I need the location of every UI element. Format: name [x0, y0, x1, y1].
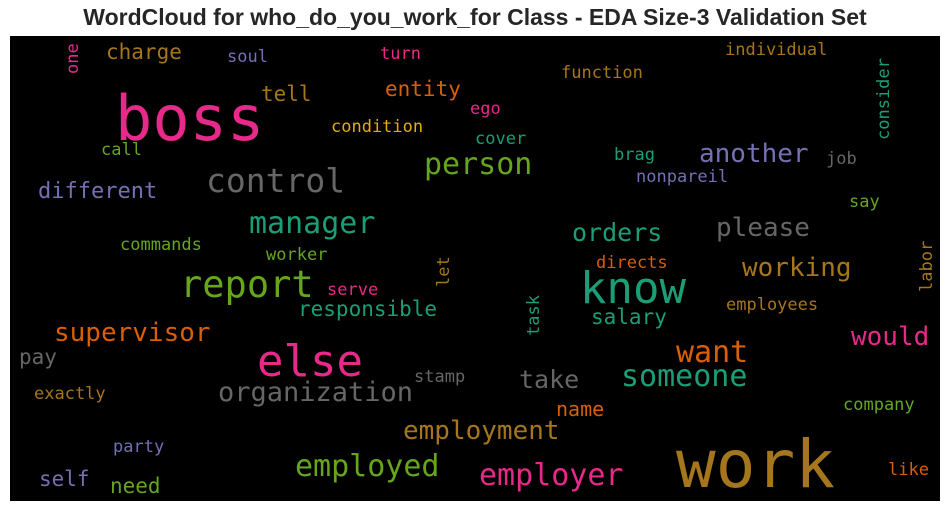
word-call: call — [101, 140, 142, 160]
word-condition: condition — [331, 117, 423, 137]
word-stamp: stamp — [414, 367, 465, 387]
word-boss: boss — [115, 82, 264, 155]
word-please: please — [716, 213, 810, 243]
word-tell: tell — [261, 82, 312, 106]
word-directs: directs — [596, 253, 668, 273]
word-serve: serve — [327, 280, 378, 300]
word-party: party — [113, 437, 164, 457]
word-labor: labor — [917, 241, 937, 292]
word-employment: employment — [403, 416, 560, 446]
word-working: working — [742, 253, 852, 283]
word-job: job — [826, 149, 857, 169]
word-company: company — [843, 395, 915, 415]
word-else: else — [257, 336, 363, 387]
word-salary: salary — [591, 305, 667, 329]
word-nonpareil: nonpareil — [636, 167, 728, 187]
word-exactly: exactly — [34, 384, 106, 404]
word-like: like — [888, 460, 929, 480]
word-employees: employees — [726, 295, 818, 315]
word-name: name — [556, 397, 604, 421]
word-responsible: responsible — [298, 297, 437, 321]
word-charge: charge — [106, 40, 182, 64]
word-control: control — [206, 161, 345, 200]
word-worker: worker — [266, 245, 327, 265]
word-individual: individual — [725, 40, 827, 60]
word-group: boss work else know report control manager pers… — [19, 40, 937, 503]
word-employed: employed — [295, 449, 440, 484]
word-another: another — [699, 139, 809, 169]
word-entity: entity — [385, 77, 461, 101]
word-commands: commands — [120, 235, 202, 255]
word-orders: orders — [572, 218, 662, 247]
word-function: function — [561, 63, 643, 83]
word-someone: someone — [621, 359, 747, 394]
word-soul: soul — [227, 47, 268, 67]
word-take: take — [519, 365, 579, 394]
word-self: self — [39, 467, 90, 491]
word-different: different — [38, 179, 157, 204]
word-one: one — [63, 43, 83, 74]
word-would: would — [851, 322, 929, 352]
word-work: work — [676, 426, 835, 503]
cloud-background — [10, 36, 940, 501]
word-pay: pay — [19, 345, 57, 369]
word-ego: ego — [470, 99, 501, 119]
word-let: let — [434, 256, 454, 287]
word-consider: consider — [874, 58, 894, 140]
word-know: know — [580, 263, 686, 314]
word-cover: cover — [475, 129, 526, 149]
chart-title: WordCloud for who_do_you_work_for Class … — [83, 4, 867, 30]
word-employer: employer — [479, 458, 624, 493]
word-turn: turn — [380, 44, 421, 64]
word-brag: brag — [614, 145, 655, 165]
word-person: person — [424, 147, 532, 182]
word-organization: organization — [218, 377, 413, 408]
word-supervisor: supervisor — [54, 318, 211, 348]
word-report: report — [180, 263, 314, 306]
word-manager: manager — [249, 206, 375, 241]
word-want: want — [676, 335, 748, 370]
word-say: say — [849, 192, 880, 212]
word-task: task — [524, 295, 544, 336]
word-need: need — [110, 474, 161, 498]
